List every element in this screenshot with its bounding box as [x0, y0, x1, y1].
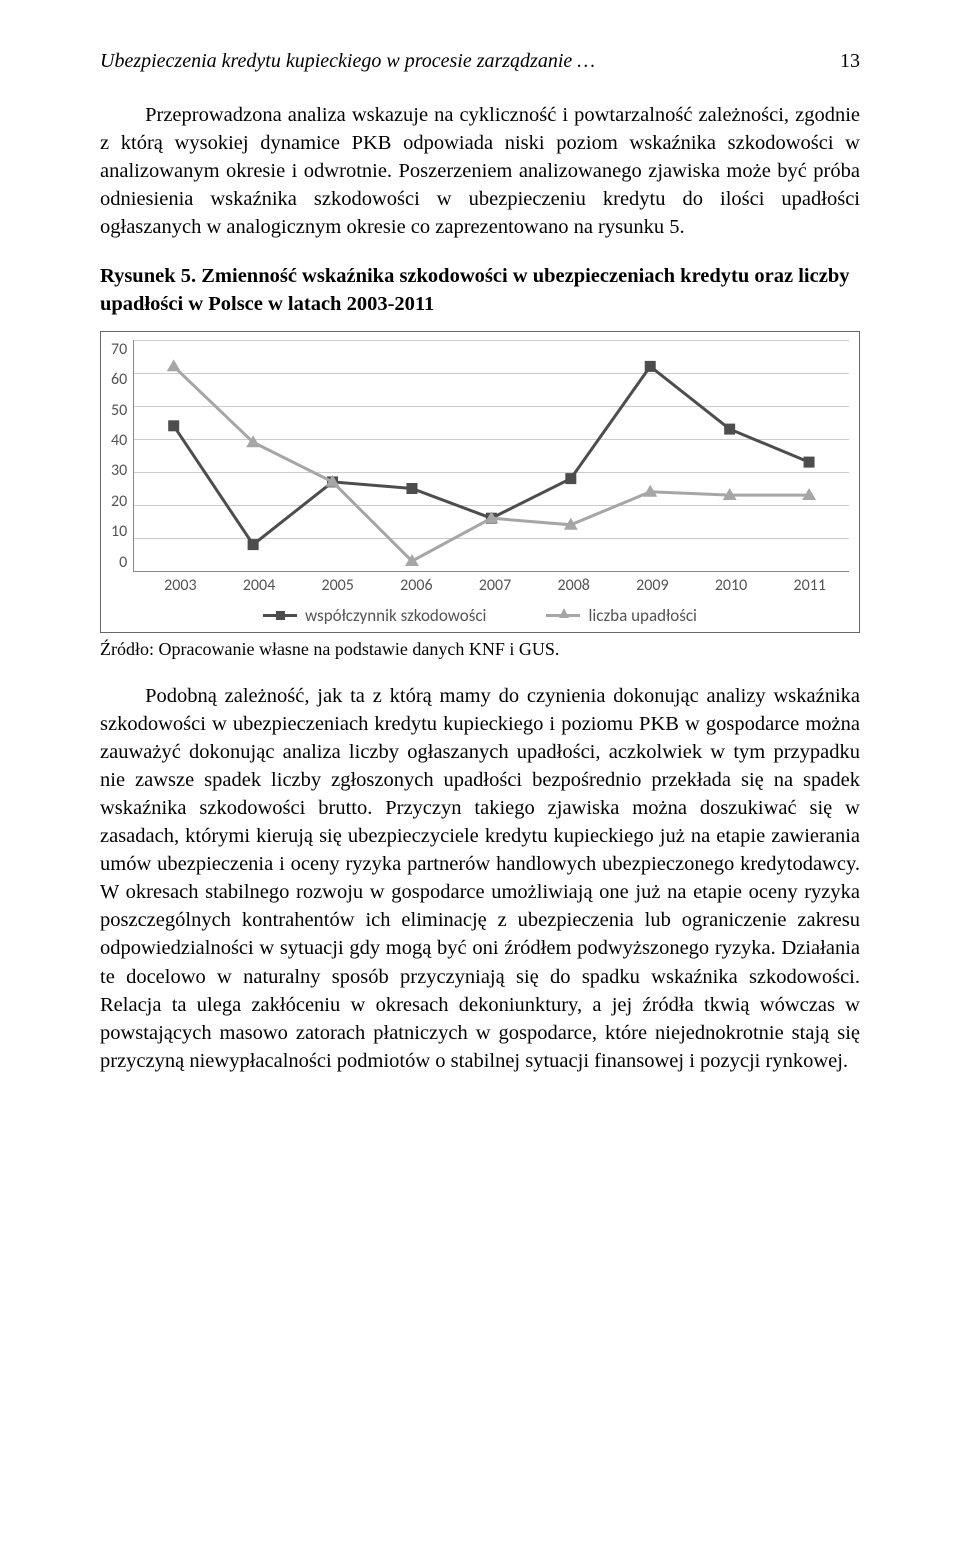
- y-tick-label: 0: [119, 553, 127, 572]
- legend-label-2: liczba upadłości: [588, 605, 696, 626]
- page-number: 13: [840, 50, 860, 73]
- y-tick-label: 20: [111, 492, 127, 511]
- y-tick-label: 10: [111, 522, 127, 541]
- figure-caption-text: Zmienność wskaźnika szkodowości w ubezpi…: [100, 265, 849, 315]
- x-tick-label: 2011: [770, 576, 849, 595]
- figure-caption-prefix: Rysunek 5.: [100, 265, 201, 287]
- marker-square: [804, 456, 815, 467]
- marker-square: [168, 420, 179, 431]
- plot-wrap: 70 60 50 40 30 20 10 0: [111, 340, 849, 572]
- figure-caption: Rysunek 5. Zmienność wskaźnika szkodowoś…: [100, 263, 860, 318]
- y-tick-label: 50: [111, 401, 127, 420]
- running-title: Ubezpieczenia kredytu kupieckiego w proc…: [100, 50, 595, 73]
- legend-item-1: współczynnik szkodowości: [263, 605, 486, 626]
- legend-swatch-1: [263, 614, 297, 617]
- x-tick-label: 2005: [298, 576, 377, 595]
- legend-label-1: współczynnik szkodowości: [305, 605, 486, 626]
- y-tick-label: 40: [111, 431, 127, 450]
- x-tick-label: 2006: [377, 576, 456, 595]
- legend-item-2: liczba upadłości: [546, 605, 696, 626]
- paragraph-2: Podobną zależność, jak ta z którą mamy d…: [100, 682, 860, 1075]
- marker-square: [407, 483, 418, 494]
- marker-square: [248, 539, 259, 550]
- x-tick-label: 2004: [220, 576, 299, 595]
- legend-swatch-2: [546, 614, 580, 617]
- marker-triangle: [167, 359, 181, 371]
- x-tick-label: 2009: [613, 576, 692, 595]
- y-tick-label: 30: [111, 461, 127, 480]
- marker-square: [724, 423, 735, 434]
- y-axis: 70 60 50 40 30 20 10 0: [111, 340, 133, 572]
- x-tick-label: 2010: [692, 576, 771, 595]
- chart-frame: 706050403020100 200320042005200620072008…: [100, 331, 860, 633]
- plot-area: [133, 340, 849, 572]
- y-tick-label: 70: [111, 340, 127, 359]
- figure-source: Źródło: Opracowanie własne na podstawie …: [100, 639, 860, 660]
- marker-square: [566, 473, 577, 484]
- chart-svg: [134, 340, 849, 571]
- x-axis: 200320042005200620072008200920102011: [141, 572, 849, 595]
- legend: współczynnik szkodowości liczba upadłośc…: [111, 605, 849, 626]
- y-tick-label: 60: [111, 370, 127, 389]
- x-tick-label: 2007: [456, 576, 535, 595]
- x-tick-label: 2008: [534, 576, 613, 595]
- page: Ubezpieczenia kredytu kupieckiego w proc…: [0, 0, 960, 1556]
- paragraph-1: Przeprowadzona analiza wskazuje na cykli…: [100, 101, 860, 241]
- running-header: Ubezpieczenia kredytu kupieckiego w proc…: [100, 50, 860, 73]
- x-tick-label: 2003: [141, 576, 220, 595]
- marker-square: [645, 361, 656, 372]
